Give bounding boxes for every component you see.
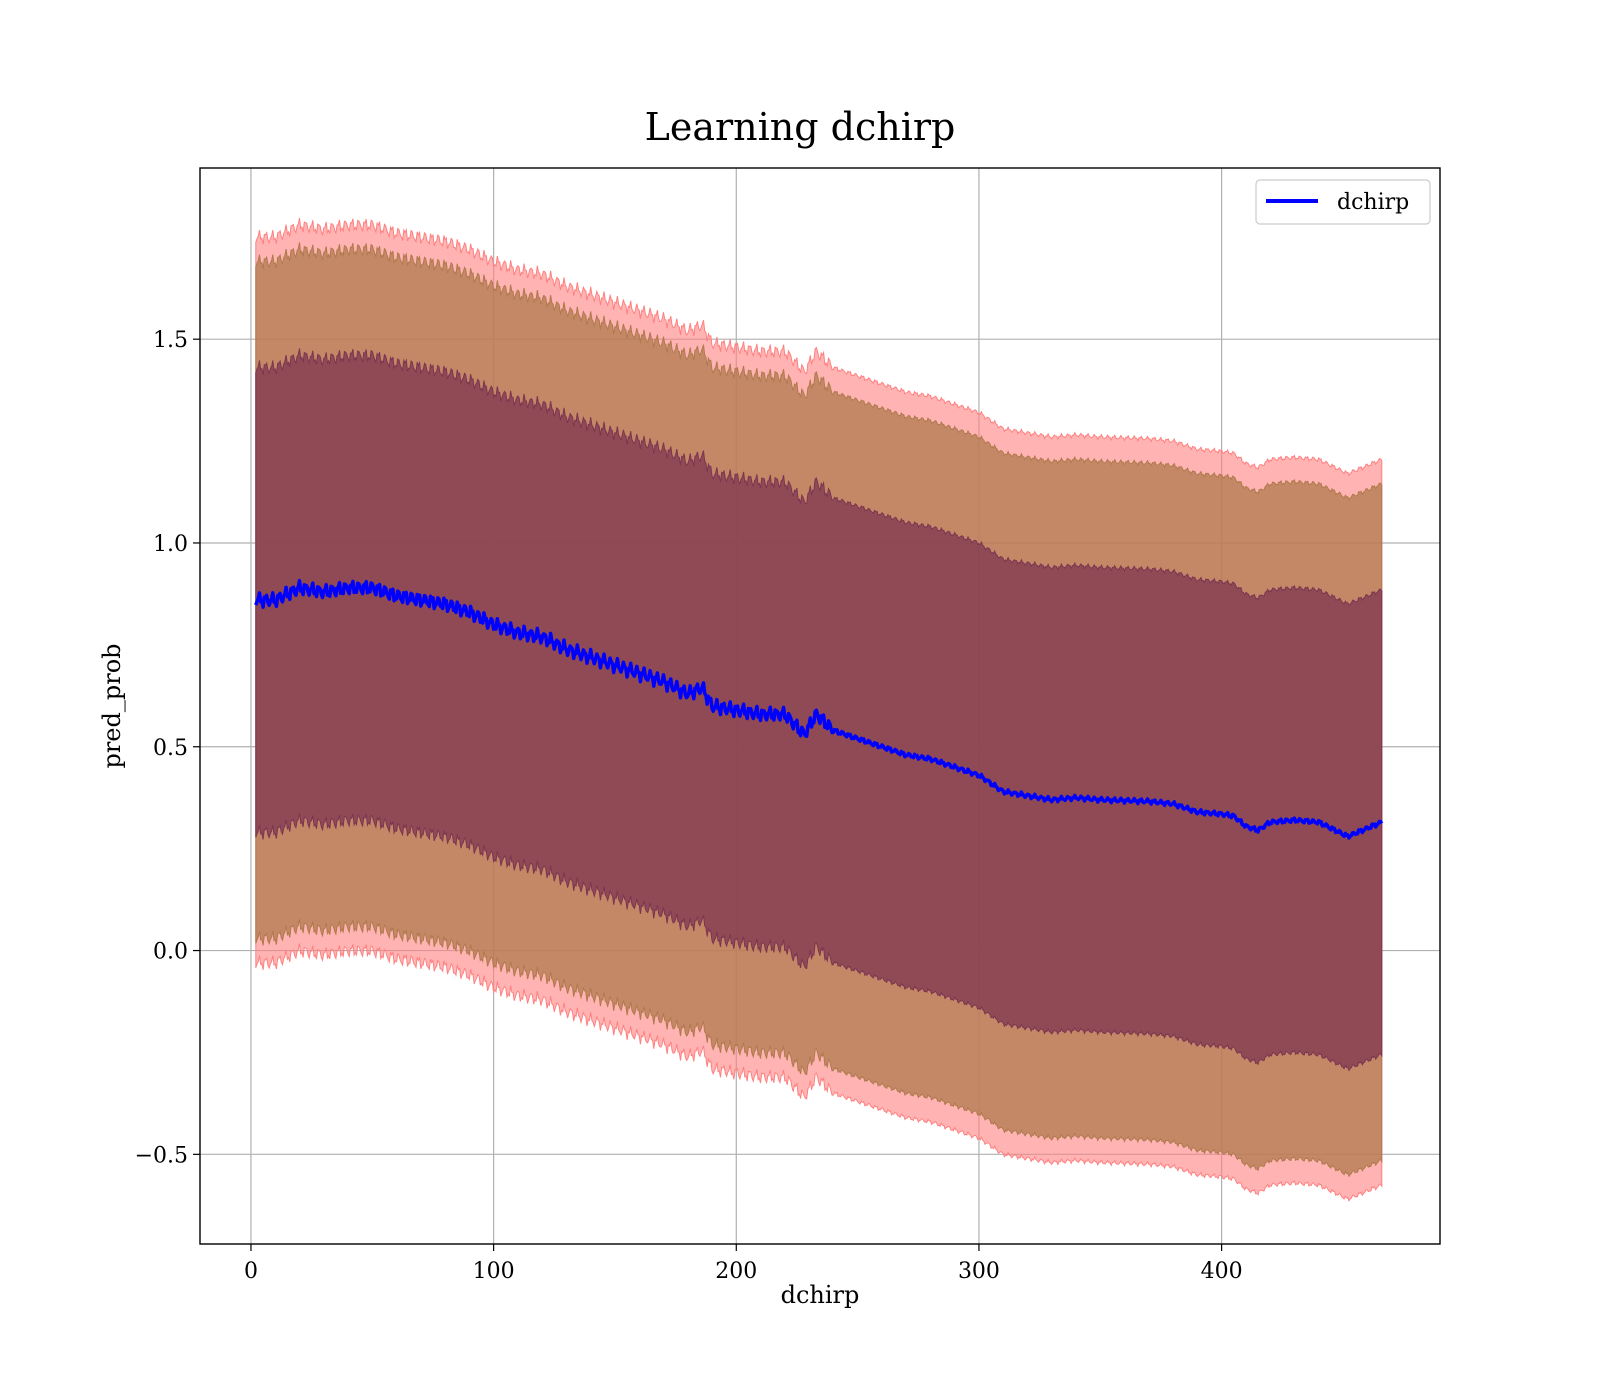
y-axis-label: pred_prob [98,643,126,768]
band-inner [255,348,1383,1072]
y-tick-label: 0.5 [153,736,188,761]
series-line-dchirp [254,578,1384,840]
y-tick-label: 1.5 [153,328,188,353]
y-ticks: −0.5 0.0 0.5 1.0 1.5 [135,328,200,1168]
series-line-group [254,578,1384,840]
x-tick-label: 300 [958,1259,1000,1284]
legend-entry-dchirp: dchirp [1337,190,1409,215]
x-axis-label: dchirp [781,1281,860,1309]
y-tick-label: −0.5 [135,1143,188,1168]
chart-title: Learning dchirp [645,105,956,149]
x-ticks: 0 100 200 300 400 [244,1244,1243,1284]
x-tick-label: 200 [715,1259,757,1284]
y-tick-label: 1.0 [153,532,188,557]
plot-frame [199,167,1441,1245]
y-tick-label: 0.0 [153,940,188,965]
confidence-bands [255,217,1383,1202]
x-tick-label: 0 [244,1259,258,1284]
x-tick-label: 400 [1201,1259,1243,1284]
legend[interactable]: dchirp [1255,179,1431,225]
legend-box [1255,179,1431,225]
x-tick-label: 100 [473,1259,515,1284]
